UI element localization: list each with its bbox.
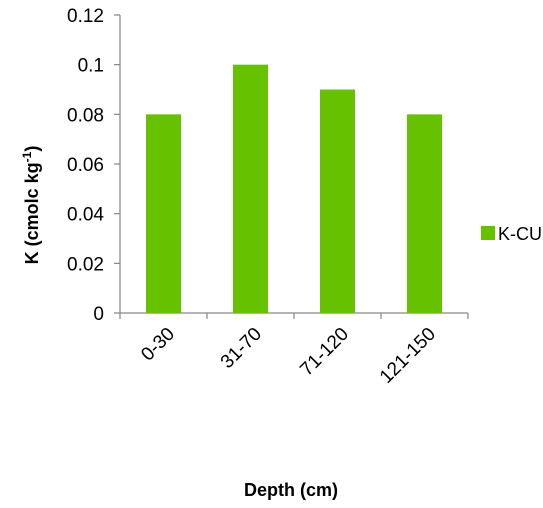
x-tick-label: 0-30 <box>137 324 179 366</box>
x-tick-label: 121-150 <box>376 324 440 388</box>
y-tick-label: 0.04 <box>67 205 104 226</box>
y-tick-label: 0.02 <box>67 254 104 275</box>
y-tick-label: 0.12 <box>67 6 104 27</box>
bar-0-30 <box>146 114 181 313</box>
x-tick-label: 71-120 <box>296 324 353 381</box>
legend: K-CUF <box>481 224 543 244</box>
y-axis-title: K (cmolc kg-1) <box>20 146 42 265</box>
plot-area: 0 0.02 0.04 0.06 0.08 0.1 0.12 0-30 31-70 71-120 1… <box>67 6 469 388</box>
y-axis-title-sup: -1 <box>20 151 34 162</box>
legend-label: K-CUF <box>498 224 543 244</box>
y-axis-title-end: ) <box>22 146 42 152</box>
x-tick-label: 31-70 <box>217 324 266 373</box>
bar-31-70 <box>233 64 268 314</box>
y-tick-label: 0.1 <box>78 56 104 77</box>
y-axis-title-main: K (cmolc kg <box>22 162 42 264</box>
y-tick-label: 0.06 <box>67 155 104 176</box>
bar-71-120 <box>320 89 355 313</box>
bar-121-150 <box>407 114 442 313</box>
legend-swatch <box>481 226 495 240</box>
y-tick-label: 0 <box>93 304 104 325</box>
x-axis-title: Depth (cm) <box>244 480 338 500</box>
y-tick-label: 0.08 <box>67 105 104 126</box>
